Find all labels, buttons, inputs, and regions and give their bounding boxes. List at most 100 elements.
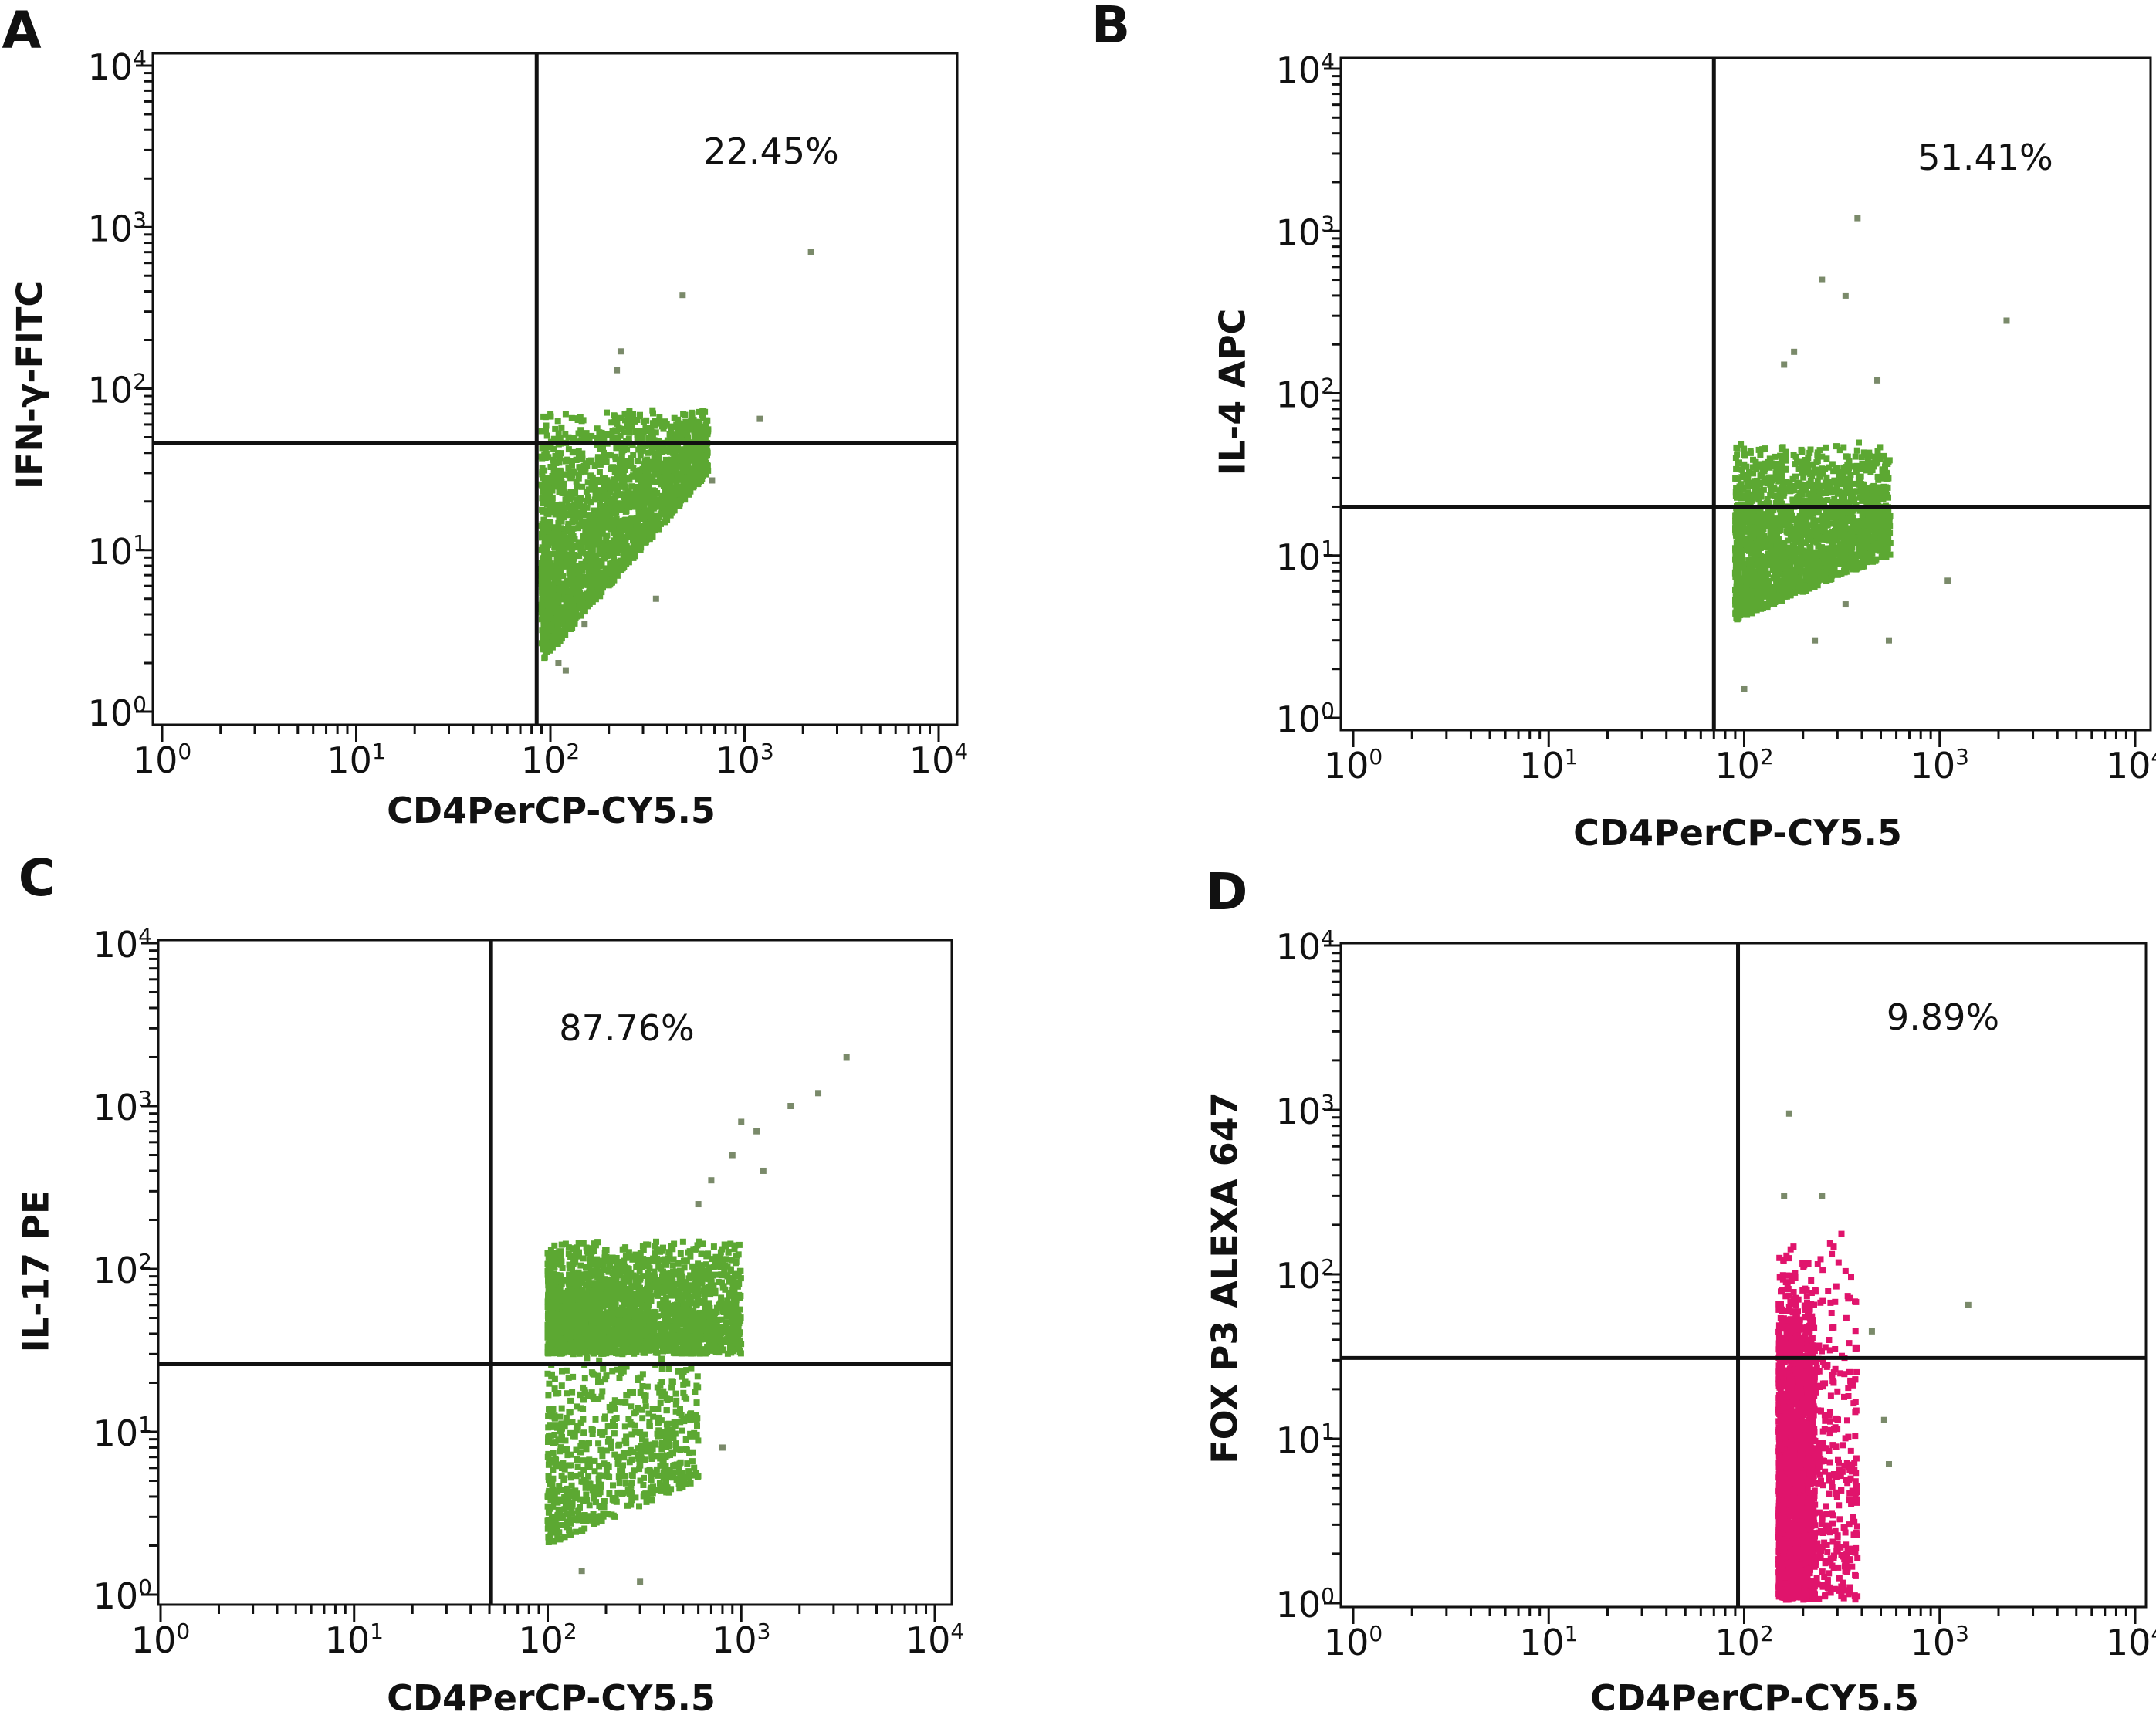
data-point xyxy=(681,446,688,453)
y-tick-label: 103 xyxy=(88,207,147,249)
data-point xyxy=(555,519,562,526)
data-point xyxy=(596,546,603,553)
data-point xyxy=(611,476,618,483)
data-point xyxy=(1744,509,1750,516)
data-point xyxy=(1829,564,1836,570)
data-point xyxy=(616,526,623,533)
data-point xyxy=(597,586,604,593)
data-point xyxy=(634,417,641,423)
data-point xyxy=(1819,576,1826,582)
data-point xyxy=(1870,453,1877,460)
data-point xyxy=(1733,583,1740,590)
data-point xyxy=(1765,543,1772,550)
outlier-point xyxy=(1842,292,1849,299)
data-point xyxy=(724,1350,731,1357)
data-point xyxy=(1810,557,1817,564)
data-point xyxy=(1768,557,1775,563)
data-point xyxy=(1802,587,1809,594)
data-point xyxy=(611,480,618,487)
data-point xyxy=(1846,482,1853,489)
data-point xyxy=(1881,513,1887,520)
data-point xyxy=(655,457,662,464)
data-point xyxy=(579,455,586,462)
data-point xyxy=(555,430,562,437)
data-point xyxy=(544,1250,551,1257)
data-point xyxy=(621,411,628,418)
data-point xyxy=(1775,540,1782,546)
y-tick-label: 101 xyxy=(1276,536,1335,578)
x-tick-label: 103 xyxy=(1911,744,1969,787)
data-point xyxy=(682,428,689,435)
data-point xyxy=(1843,567,1849,573)
data-point xyxy=(1765,475,1772,481)
outlier-point xyxy=(1791,348,1798,355)
data-point xyxy=(1732,587,1738,594)
data-point xyxy=(1803,516,1810,523)
data-point xyxy=(558,543,564,550)
data-point xyxy=(1844,532,1851,539)
data-point xyxy=(1816,473,1823,480)
data-point xyxy=(546,642,553,649)
data-point xyxy=(597,492,604,499)
data-point xyxy=(625,421,632,427)
data-point xyxy=(1752,458,1759,465)
data-point xyxy=(617,425,624,432)
data-point xyxy=(1758,461,1764,468)
data-point xyxy=(1789,567,1796,574)
data-point xyxy=(553,578,560,585)
data-point xyxy=(1856,563,1863,570)
data-point xyxy=(633,515,640,521)
data-point xyxy=(1880,452,1887,459)
data-point xyxy=(633,501,640,508)
data-point xyxy=(1809,579,1816,586)
data-point xyxy=(1781,543,1788,550)
data-point xyxy=(1840,506,1846,513)
data-point xyxy=(544,551,550,558)
data-point xyxy=(1812,523,1819,530)
data-point xyxy=(1846,541,1853,548)
data-point xyxy=(1733,485,1740,492)
data-point xyxy=(538,609,545,616)
data-point xyxy=(630,536,636,543)
data-point xyxy=(1823,474,1830,481)
data-point xyxy=(638,534,645,541)
data-point xyxy=(574,544,581,551)
data-point xyxy=(1796,483,1803,489)
data-point xyxy=(574,566,580,573)
data-point xyxy=(589,598,596,605)
data-point xyxy=(543,545,550,551)
data-point xyxy=(591,537,597,544)
data-point xyxy=(663,467,670,474)
data-point xyxy=(562,624,568,631)
data-point xyxy=(623,545,630,552)
data-point xyxy=(1771,522,1778,529)
data-point xyxy=(547,487,553,494)
outlier-point xyxy=(2003,317,2010,324)
data-point xyxy=(1765,458,1772,465)
data-point xyxy=(1772,453,1779,460)
data-point xyxy=(549,529,556,536)
data-point xyxy=(601,505,608,512)
data-point xyxy=(1874,473,1881,480)
data-point xyxy=(575,452,582,459)
data-point xyxy=(665,506,672,513)
data-point xyxy=(658,445,665,452)
data-point xyxy=(580,533,587,540)
data-point xyxy=(579,523,586,529)
data-point xyxy=(557,469,564,475)
data-point xyxy=(1801,482,1808,489)
data-point xyxy=(1831,531,1838,538)
data-point xyxy=(1867,522,1874,529)
panel-letter: A xyxy=(2,1,41,60)
data-point xyxy=(1794,539,1800,545)
data-point xyxy=(547,519,553,526)
data-point xyxy=(1838,492,1845,499)
outlier-point xyxy=(756,415,763,422)
data-point xyxy=(1814,449,1821,456)
data-point xyxy=(1814,466,1821,473)
data-point xyxy=(1741,445,1748,452)
data-point xyxy=(571,620,578,627)
y-tick-label: 103 xyxy=(1276,211,1335,253)
data-point xyxy=(588,432,595,439)
outlier-point xyxy=(679,292,686,299)
